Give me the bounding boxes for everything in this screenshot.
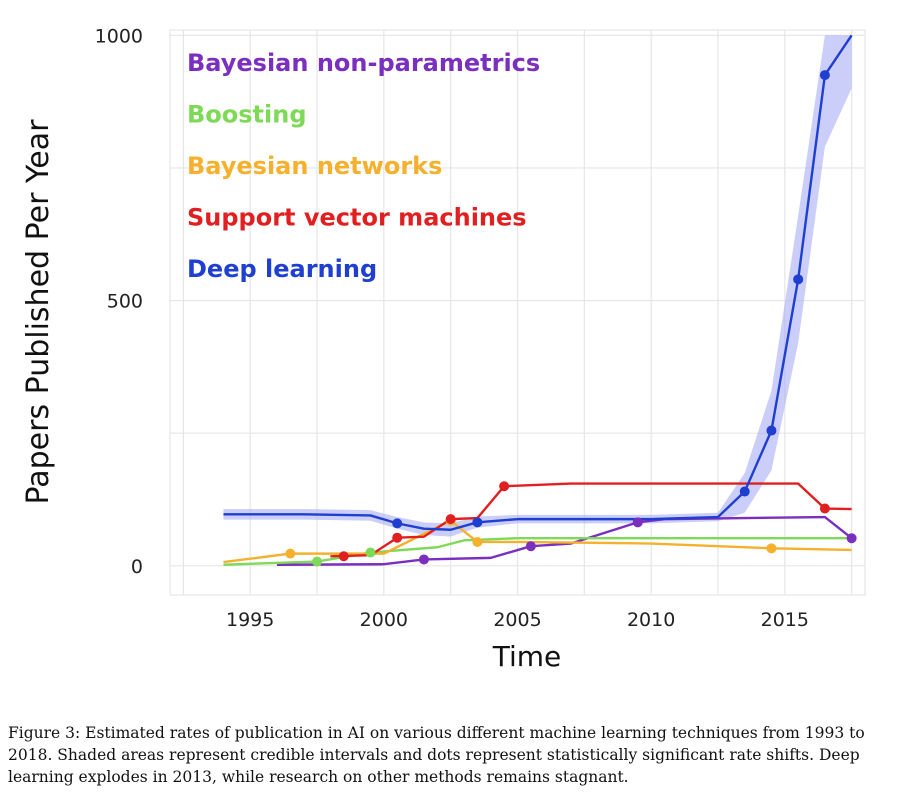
y-tick-label: 1000 [95, 25, 143, 47]
tick-labels: 0 500 1000 1995 2000 2005 2010 2015 [95, 25, 809, 631]
rate-shift-point [846, 533, 857, 544]
rate-shift-point [365, 547, 376, 558]
series-line [223, 34, 853, 531]
x-tick-label: 1995 [226, 609, 274, 631]
figure-caption: Figure 3: Estimated rates of publication… [8, 724, 865, 786]
rate-shift-point [392, 518, 403, 529]
y-tick-label: 500 [107, 291, 143, 313]
legend-entry: Boosting [187, 101, 307, 129]
legend: Bayesian non-parametrics Boosting Bayesian… [187, 49, 540, 283]
rate-shift-point [819, 70, 830, 81]
rate-shift-point [793, 274, 804, 285]
legend-entry: Support vector machines [187, 204, 527, 232]
legend-entry: Bayesian networks [187, 152, 442, 180]
rate-shift-point [418, 554, 429, 565]
rate-shift-point [632, 517, 643, 528]
y-tick-label: 0 [131, 556, 143, 578]
x-axis-label: Time [492, 640, 562, 673]
y-axis-label: Papers Published Per Year [21, 119, 56, 505]
rate-shift-point [472, 517, 483, 528]
rate-shift-point [312, 556, 323, 567]
chart-background [10, 10, 885, 690]
x-tick-label: 2000 [360, 609, 408, 631]
rate-shift-point [445, 514, 456, 525]
rate-shift-point [819, 503, 830, 514]
rate-shift-point [285, 548, 296, 559]
x-tick-label: 2010 [627, 609, 675, 631]
x-tick-label: 2015 [761, 609, 809, 631]
rate-shift-point [472, 536, 483, 547]
rate-shift-point [739, 486, 750, 497]
shift-points [285, 70, 857, 567]
rate-shift-point [499, 481, 510, 492]
series-line [276, 515, 853, 566]
rate-shift-point [338, 551, 349, 562]
rate-shift-point [392, 532, 403, 543]
rate-shift-point [766, 543, 777, 554]
rate-shift-point [525, 541, 536, 552]
x-tick-label: 2005 [493, 609, 541, 631]
series-lines [223, 34, 853, 566]
legend-entry: Bayesian non-parametrics [187, 49, 540, 77]
rate-shift-point [766, 425, 777, 436]
legend-entry: Deep learning [187, 255, 377, 283]
